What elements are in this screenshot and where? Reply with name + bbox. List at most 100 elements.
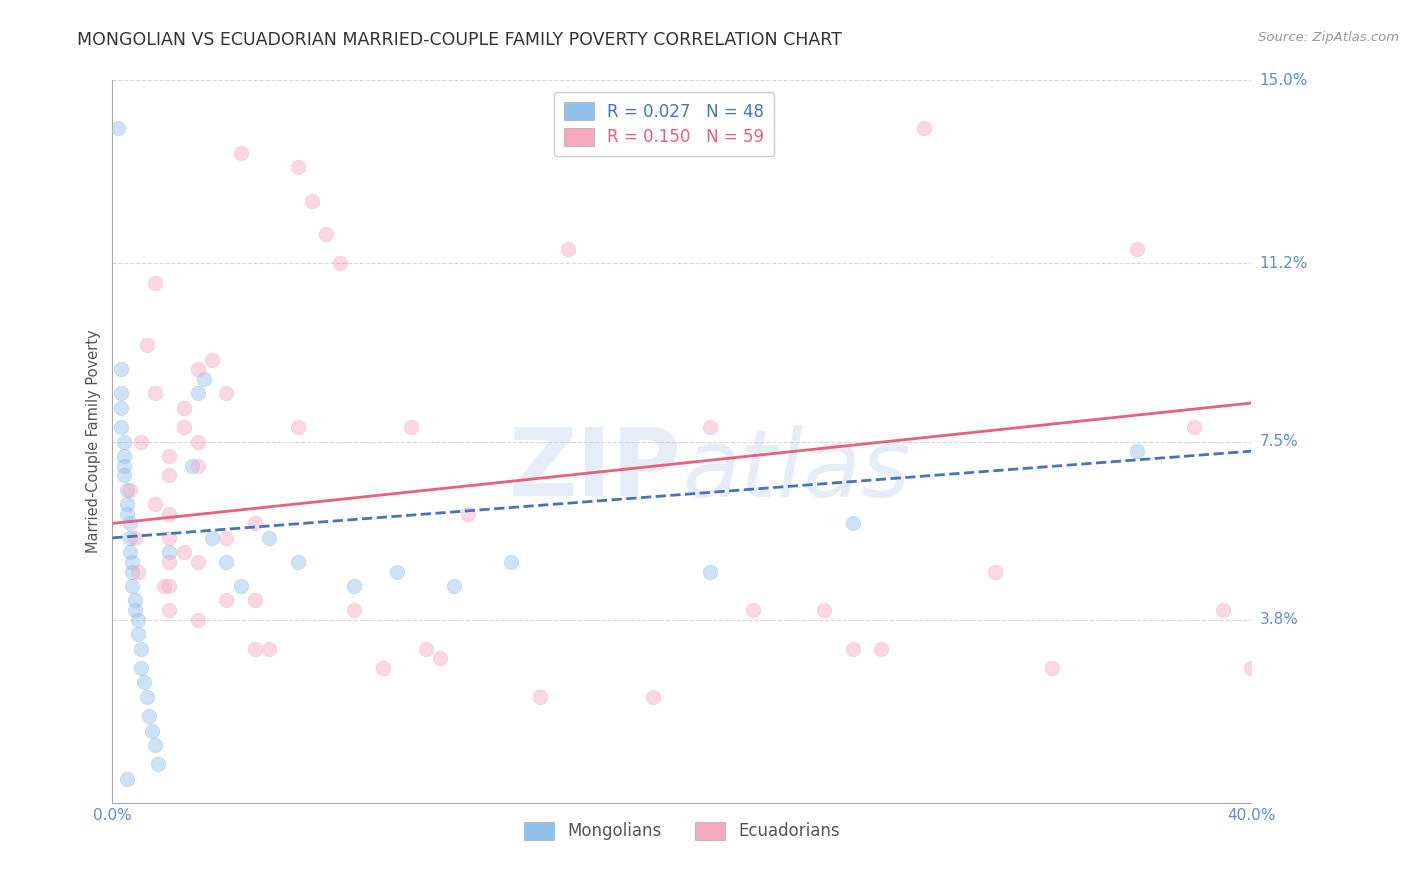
Point bbox=[1212, 603, 1234, 617]
Text: MONGOLIAN VS ECUADORIAN MARRIED-COUPLE FAMILY POVERTY CORRELATION CHART: MONGOLIAN VS ECUADORIAN MARRIED-COUPLE F… bbox=[77, 31, 842, 49]
Point bbox=[443, 579, 465, 593]
Point bbox=[699, 420, 721, 434]
Point bbox=[143, 386, 166, 401]
Point bbox=[112, 449, 135, 463]
Point bbox=[343, 579, 366, 593]
Point bbox=[138, 709, 160, 723]
Point bbox=[124, 603, 146, 617]
Point bbox=[115, 497, 138, 511]
Point bbox=[287, 555, 309, 569]
Point bbox=[1126, 242, 1149, 256]
Point bbox=[110, 401, 132, 415]
Point bbox=[152, 579, 174, 593]
Point bbox=[501, 555, 523, 569]
Point bbox=[112, 434, 135, 449]
Point bbox=[141, 723, 163, 738]
Point bbox=[112, 468, 135, 483]
Point bbox=[110, 420, 132, 434]
Point bbox=[229, 145, 252, 160]
Point bbox=[243, 641, 266, 656]
Point bbox=[201, 352, 224, 367]
Point bbox=[385, 565, 409, 579]
Point bbox=[401, 420, 423, 434]
Point bbox=[243, 516, 266, 531]
Point bbox=[557, 242, 579, 256]
Point bbox=[215, 555, 238, 569]
Point bbox=[457, 507, 479, 521]
Point bbox=[215, 386, 238, 401]
Point bbox=[187, 555, 209, 569]
Point bbox=[187, 362, 209, 376]
Point bbox=[371, 661, 394, 675]
Point bbox=[121, 579, 143, 593]
Point bbox=[257, 531, 280, 545]
Text: atlas: atlas bbox=[682, 425, 910, 516]
Point bbox=[112, 458, 135, 473]
Point bbox=[870, 641, 893, 656]
Point bbox=[187, 386, 209, 401]
Y-axis label: Married-Couple Family Poverty: Married-Couple Family Poverty bbox=[86, 330, 101, 553]
Point bbox=[124, 531, 146, 545]
Point bbox=[118, 545, 141, 559]
Point bbox=[1040, 661, 1063, 675]
Point bbox=[1240, 661, 1263, 675]
Point bbox=[429, 651, 451, 665]
Point bbox=[699, 565, 721, 579]
Point bbox=[159, 468, 180, 483]
Point bbox=[181, 458, 204, 473]
Point bbox=[243, 593, 266, 607]
Point bbox=[343, 603, 366, 617]
Point bbox=[173, 401, 195, 415]
Point bbox=[118, 483, 141, 497]
Point bbox=[229, 579, 252, 593]
Point bbox=[529, 690, 551, 704]
Point bbox=[159, 555, 180, 569]
Point bbox=[301, 194, 323, 208]
Point bbox=[257, 641, 280, 656]
Point bbox=[110, 362, 132, 376]
Point bbox=[415, 641, 437, 656]
Point bbox=[118, 531, 141, 545]
Point bbox=[135, 690, 157, 704]
Point bbox=[127, 565, 149, 579]
Point bbox=[159, 545, 180, 559]
Point bbox=[159, 531, 180, 545]
Point bbox=[159, 449, 180, 463]
Point bbox=[187, 434, 209, 449]
Point bbox=[173, 545, 195, 559]
Point bbox=[187, 458, 209, 473]
Point bbox=[129, 434, 152, 449]
Point bbox=[215, 531, 238, 545]
Point bbox=[115, 772, 138, 786]
Point bbox=[127, 613, 149, 627]
Point bbox=[127, 627, 149, 641]
Point bbox=[813, 603, 835, 617]
Point bbox=[115, 507, 138, 521]
Point bbox=[118, 516, 141, 531]
Point bbox=[201, 531, 224, 545]
Point bbox=[159, 507, 180, 521]
Point bbox=[841, 641, 863, 656]
Point bbox=[329, 256, 352, 270]
Point bbox=[159, 603, 180, 617]
Text: Source: ZipAtlas.com: Source: ZipAtlas.com bbox=[1258, 31, 1399, 45]
Point bbox=[135, 338, 157, 352]
Text: ZIP: ZIP bbox=[509, 425, 682, 516]
Point bbox=[912, 121, 935, 136]
Point bbox=[115, 483, 138, 497]
Point bbox=[143, 497, 166, 511]
Point bbox=[841, 516, 863, 531]
Text: 3.8%: 3.8% bbox=[1260, 612, 1299, 627]
Point bbox=[315, 227, 337, 242]
Point bbox=[110, 386, 132, 401]
Point bbox=[159, 579, 180, 593]
Point bbox=[107, 121, 129, 136]
Point bbox=[121, 565, 143, 579]
Legend: Mongolians, Ecuadorians: Mongolians, Ecuadorians bbox=[516, 814, 848, 848]
Point bbox=[143, 276, 166, 290]
Point bbox=[129, 661, 152, 675]
Point bbox=[1184, 420, 1206, 434]
Point bbox=[287, 420, 309, 434]
Point bbox=[132, 675, 155, 690]
Point bbox=[742, 603, 765, 617]
